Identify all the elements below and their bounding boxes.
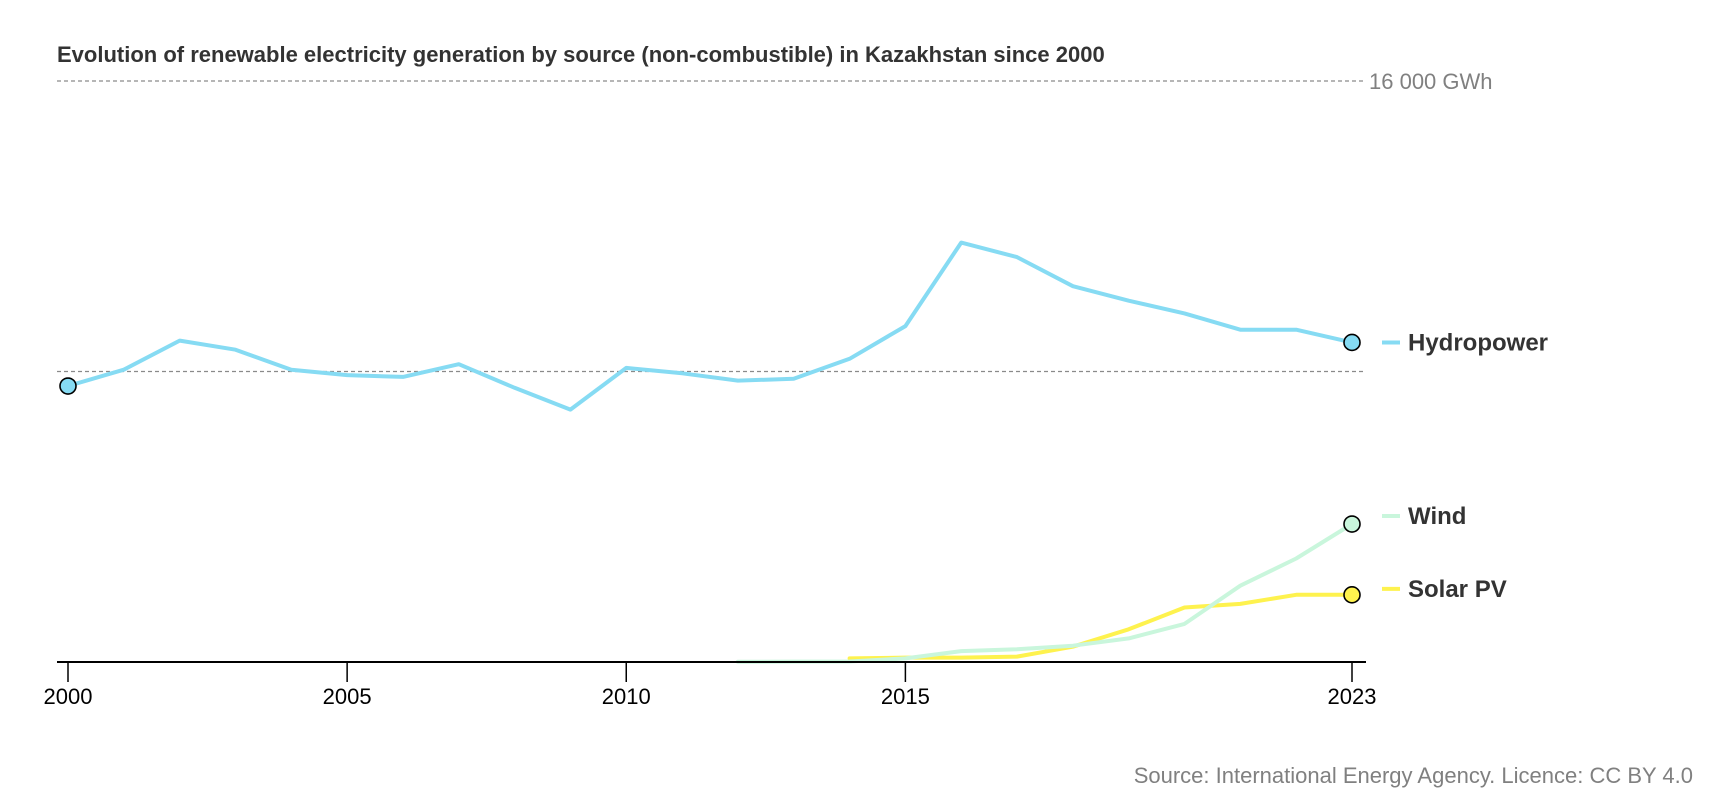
series-label-hydropower: Hydropower [1408,329,1548,356]
end-marker-solar-pv [1343,586,1361,604]
series-labels: Hydropower Wind Solar PV [1382,329,1548,603]
end-marker-hydropower [1343,333,1361,352]
end-marker-wind [1343,515,1361,533]
series-line-wind [735,522,1354,664]
start-marker-hydropower [59,377,77,395]
x-axis: 2000 2005 2010 2015 2023 [44,661,1377,709]
x-tick-label: 2005 [323,684,372,709]
x-tick-label: 2023 [1328,684,1377,709]
series-lines [66,240,1354,664]
series-label-solar-pv: Solar PV [1408,576,1507,603]
series-label-wind: Wind [1408,503,1466,530]
reference-lines: 16 000 GWh [57,69,1493,373]
x-tick-label: 2015 [881,684,930,709]
end-markers [59,333,1361,604]
source-note: Source: International Energy Agency. Lic… [1134,763,1693,788]
series-line-hydropower [66,240,1354,412]
chart-title: Evolution of renewable electricity gener… [57,42,1105,67]
x-tick-label: 2010 [602,684,651,709]
series-line-solar-pv [847,592,1354,661]
reference-line-label: 16 000 GWh [1369,69,1493,94]
x-tick-label: 2000 [44,684,93,709]
